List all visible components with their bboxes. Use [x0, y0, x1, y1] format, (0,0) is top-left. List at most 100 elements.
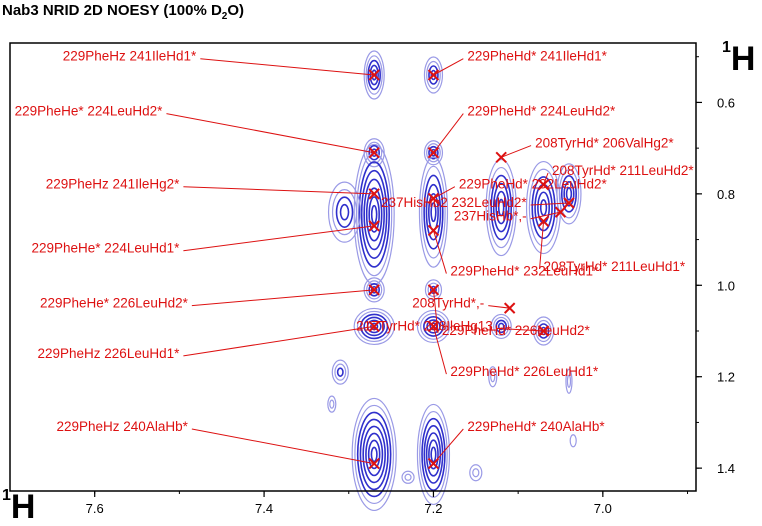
peak-label: 229PheHz 240AlaHb* [57, 419, 189, 434]
peak-mark [368, 188, 380, 200]
peak-mark [368, 220, 380, 232]
peak-label: 229PheHz 226LeuHd1* [38, 346, 181, 361]
contour-ring [495, 190, 508, 225]
contour-ring [327, 395, 337, 413]
contour-ring [495, 319, 508, 334]
contour-ring [363, 316, 385, 337]
contour-ring [490, 174, 513, 241]
contour-ring [404, 473, 412, 481]
contour-ring [339, 203, 350, 221]
peak-leader-line [530, 211, 561, 220]
peak-label: 217TyrHd* 208IleHg13 [356, 318, 493, 333]
y-tick-label: 1.0 [717, 278, 735, 293]
peak-label: 229PheHd* 241IleHd1* [467, 49, 607, 64]
contour-ring [423, 425, 444, 484]
peak-leader-line [539, 221, 545, 270]
contour-ring [426, 143, 441, 163]
peak-mark [537, 215, 550, 227]
contour-ring [423, 140, 444, 166]
peak-label: 229PheHz 241IleHd1* [63, 49, 197, 64]
contour-ring [488, 366, 498, 388]
contour-ring [419, 410, 448, 498]
contour-ring [362, 425, 386, 484]
contour-ring [423, 56, 444, 94]
peak-label: 208TyrHd* 211LeuHd1* [544, 259, 686, 274]
x-tick-label: 7.0 [594, 501, 612, 516]
peak-label: 208TyrHd* 211LeuHd2* [552, 163, 694, 178]
peak-mark [563, 197, 575, 209]
x-tick-label: 7.6 [86, 501, 104, 516]
contour-ring [556, 163, 582, 225]
peak-leader-line [166, 113, 375, 154]
contour-ring [532, 316, 555, 346]
contour-ring [365, 187, 383, 242]
peak-mark [427, 192, 440, 205]
contour-ring [497, 322, 505, 331]
contour-ring [426, 60, 441, 90]
contour-ring [334, 363, 347, 381]
peak-label: 229PheHe* 224LeuHd2* [15, 104, 164, 119]
peak-leader-line [183, 225, 375, 252]
peak-mark [537, 325, 550, 337]
contour-ring [426, 319, 441, 334]
contour-ring [367, 59, 381, 91]
peak-leader-line [432, 230, 447, 274]
x-tick-label: 7.4 [255, 501, 273, 516]
peak-label: 229PheHe* 224LeuHd1* [32, 241, 181, 256]
contour-ring [563, 181, 575, 207]
contour-ring [425, 183, 442, 241]
peak-label: 208TyrHd*,- [412, 296, 484, 311]
peak-leader-line [530, 202, 569, 206]
peak-label: 229PheHe* 226LeuHd2* [40, 296, 189, 311]
peak-leader-line [432, 289, 439, 334]
peak-leader-line [191, 289, 375, 307]
peak-label: 229PheHz 241IleHg2* [46, 177, 180, 192]
peak-leader-line [433, 58, 464, 76]
peak-leader-line [501, 145, 532, 158]
contour-ring [354, 404, 395, 505]
x-tick-label: 7.2 [424, 501, 442, 516]
peak-leader-line [183, 186, 375, 195]
contour-ring [370, 446, 378, 463]
peak-leader-line [488, 305, 510, 309]
contour-ring [366, 141, 383, 164]
peak-leader-line [433, 113, 464, 154]
contour-ring [490, 371, 496, 383]
peak-leader-line [433, 186, 456, 199]
peak-label: 237HisHb2 232LeuHd2* [381, 195, 527, 210]
contour-ring [416, 403, 451, 506]
peak-mark [537, 179, 550, 191]
peak-mark [368, 284, 380, 296]
contour-ring [566, 374, 572, 388]
contour-ring [469, 464, 483, 482]
contour-ring [425, 432, 442, 477]
contour-ring [365, 55, 383, 95]
contour-ring [353, 307, 395, 346]
contour-ring [335, 196, 354, 228]
y-tick-label: 0.6 [717, 95, 735, 110]
contour-ring [428, 439, 439, 470]
peak-mark [427, 457, 440, 470]
contour-ring [423, 174, 444, 250]
contour-ring [401, 470, 415, 484]
chart-title: Nab3 NRID 2D NOESY (100% D2O) [2, 2, 245, 22]
contour-ring [493, 316, 510, 337]
peak-label: 229PheHd* 240AlaHb* [467, 419, 605, 434]
contour-ring [360, 169, 388, 259]
peak-mark [503, 302, 516, 314]
contour-ring [366, 280, 383, 300]
contour-ring [428, 145, 439, 160]
peak-mark [368, 457, 380, 470]
contour-ring [363, 178, 385, 251]
y-axis-label: 1H [722, 38, 756, 78]
contour-ring [485, 158, 517, 257]
contour-ring [365, 432, 384, 477]
contour-ring [336, 367, 344, 377]
x-axis-label: 1H [2, 486, 36, 526]
contour-ring [569, 434, 577, 448]
peak-label: 208TyrHd* 206ValHg2* [535, 136, 674, 151]
contour-ring [368, 196, 380, 233]
peak-label: 237HisHb*,- [454, 209, 527, 224]
peak-label: 229PheHd* 226LeuHd1* [450, 364, 599, 379]
leader-lines-layer [166, 58, 569, 465]
